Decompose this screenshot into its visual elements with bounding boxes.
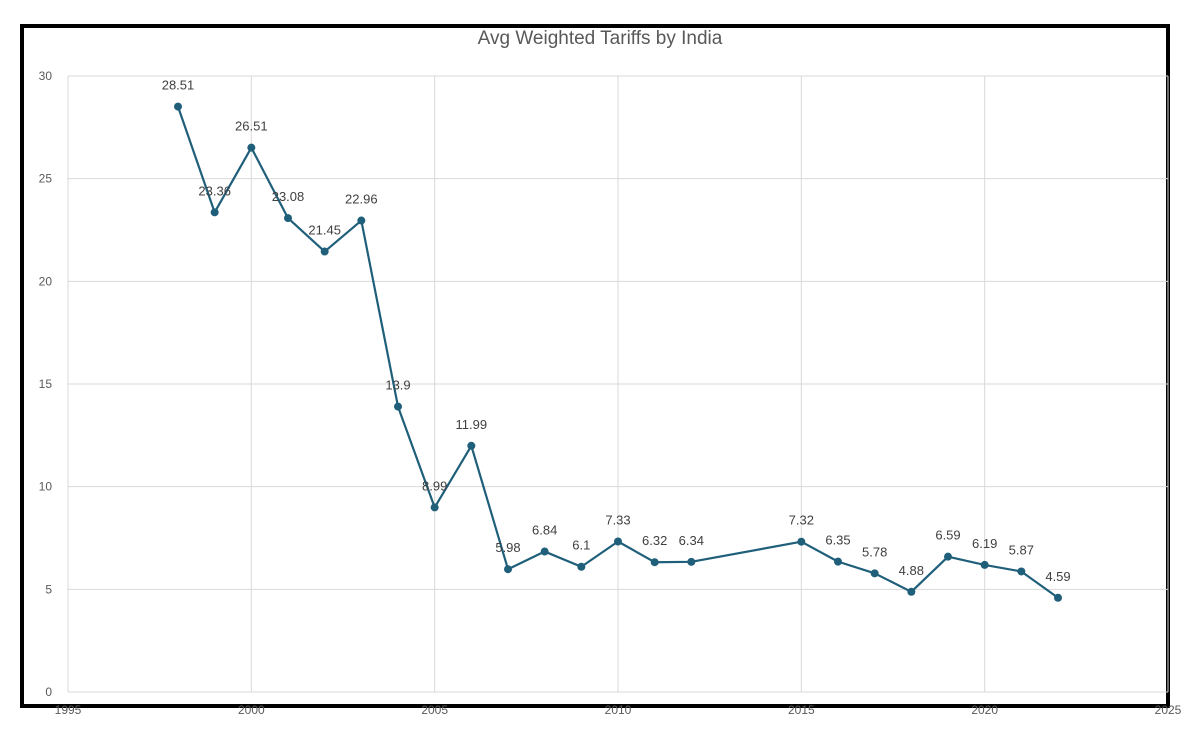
data-label: 7.32 bbox=[789, 513, 814, 528]
data-label: 6.59 bbox=[935, 528, 960, 543]
data-label: 21.45 bbox=[308, 223, 341, 238]
data-label: 23.08 bbox=[272, 189, 305, 204]
y-tick-label: 5 bbox=[45, 582, 52, 596]
data-point bbox=[394, 402, 402, 411]
chart-frame bbox=[20, 24, 1170, 708]
data-point bbox=[284, 214, 292, 223]
data-label: 6.34 bbox=[679, 533, 704, 548]
data-label: 4.59 bbox=[1045, 569, 1070, 584]
y-tick-label: 30 bbox=[39, 69, 53, 83]
data-point bbox=[210, 208, 219, 217]
data-label: 6.32 bbox=[642, 533, 667, 548]
data-point bbox=[834, 557, 842, 566]
data-point bbox=[1017, 567, 1026, 576]
data-label: 22.96 bbox=[345, 192, 378, 207]
x-tick-label: 2005 bbox=[421, 703, 448, 717]
x-tick-label: 2000 bbox=[238, 703, 265, 717]
data-point bbox=[467, 441, 476, 450]
data-point bbox=[577, 562, 586, 571]
data-point bbox=[687, 557, 696, 566]
data-point bbox=[247, 143, 256, 152]
data-label: 13.9 bbox=[385, 378, 410, 393]
data-label: 28.51 bbox=[162, 78, 195, 93]
data-point bbox=[357, 216, 366, 225]
data-point bbox=[797, 537, 806, 546]
data-label: 23.36 bbox=[198, 183, 231, 198]
y-tick-label: 25 bbox=[39, 172, 53, 186]
x-tick-label: 1995 bbox=[55, 703, 82, 717]
data-point bbox=[174, 102, 182, 111]
y-tick-label: 10 bbox=[39, 480, 53, 494]
data-label: 5.78 bbox=[862, 544, 887, 559]
x-tick-label: 2020 bbox=[971, 703, 998, 717]
data-point bbox=[1054, 593, 1062, 602]
data-label: 6.35 bbox=[825, 533, 850, 548]
data-point bbox=[980, 560, 989, 569]
data-label: 8.99 bbox=[422, 478, 447, 493]
y-tick-label: 20 bbox=[39, 274, 53, 288]
data-label: 6.1 bbox=[572, 538, 590, 553]
data-label: 26.51 bbox=[235, 119, 268, 134]
data-label: 4.88 bbox=[899, 563, 924, 578]
data-point bbox=[907, 587, 916, 596]
data-label: 5.87 bbox=[1009, 542, 1034, 557]
data-point bbox=[430, 503, 439, 512]
data-point bbox=[504, 565, 512, 574]
x-tick-label: 2015 bbox=[788, 703, 815, 717]
y-tick-label: 15 bbox=[39, 377, 53, 391]
data-point bbox=[870, 569, 879, 578]
data-point bbox=[614, 537, 622, 546]
data-label: 5.98 bbox=[495, 540, 520, 555]
chart-title: Avg Weighted Tariffs by India bbox=[477, 28, 723, 49]
data-label: 6.84 bbox=[532, 523, 557, 538]
data-point bbox=[540, 547, 549, 556]
data-label: 6.19 bbox=[972, 536, 997, 551]
data-point bbox=[650, 558, 659, 567]
data-point bbox=[320, 247, 329, 256]
data-label: 7.33 bbox=[605, 512, 630, 527]
x-tick-label: 2010 bbox=[605, 703, 632, 717]
data-label: 11.99 bbox=[456, 417, 488, 432]
x-tick-label: 2025 bbox=[1155, 703, 1182, 717]
y-tick-label: 0 bbox=[45, 685, 52, 699]
data-point bbox=[944, 552, 952, 561]
